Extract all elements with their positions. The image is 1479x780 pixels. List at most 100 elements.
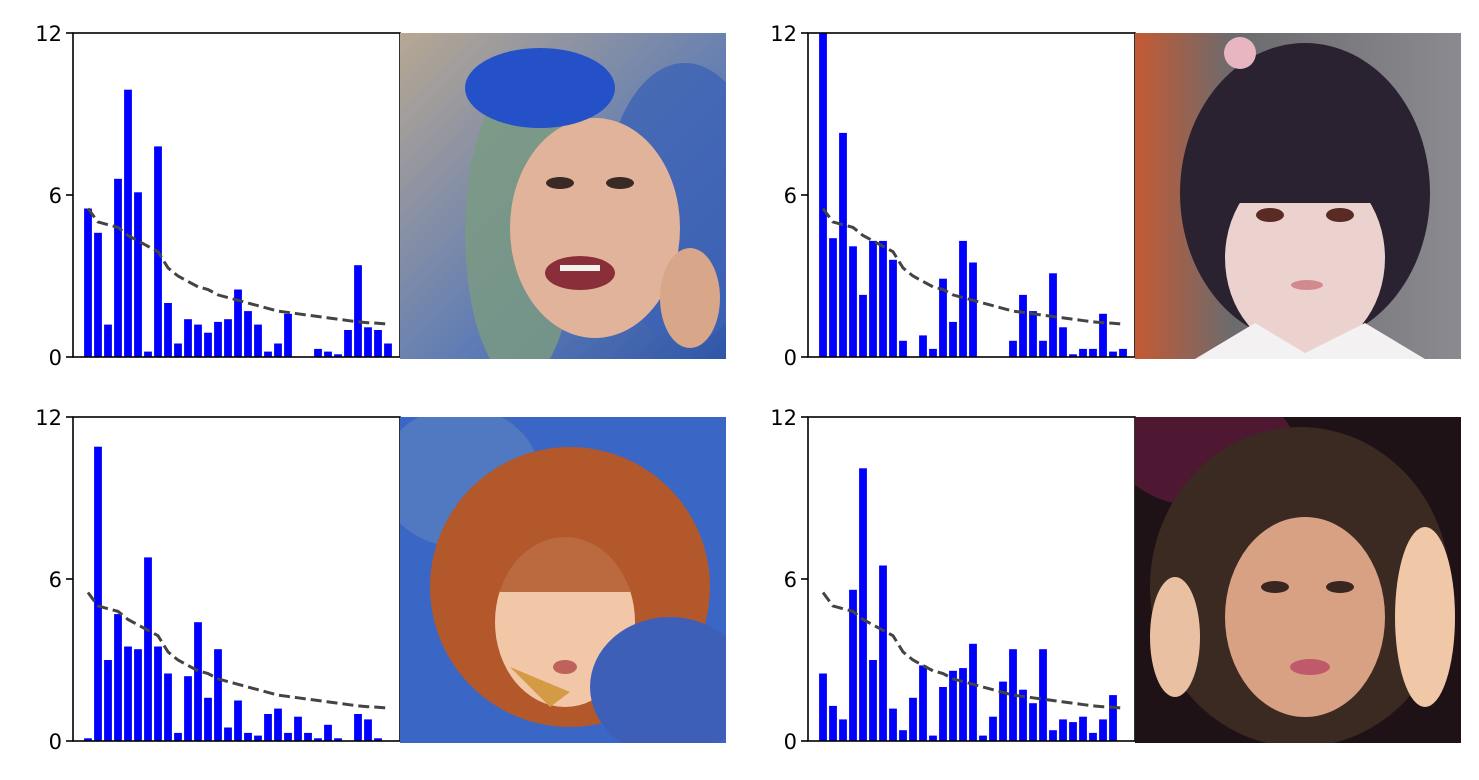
bar: [869, 660, 877, 741]
y-tick-label: 0: [784, 730, 797, 754]
bar: [294, 716, 302, 741]
bar: [879, 240, 887, 357]
bar: [174, 732, 182, 741]
bar: [144, 351, 152, 357]
y-tick-label: 12: [770, 406, 797, 430]
bar: [949, 670, 957, 741]
bar: [929, 348, 937, 357]
bar: [374, 738, 382, 741]
bar: [194, 324, 202, 357]
bar: [104, 324, 112, 357]
bar: [384, 343, 392, 357]
bar: [364, 719, 372, 741]
bar: [939, 278, 947, 357]
bar: [304, 732, 312, 741]
bar: [264, 714, 272, 741]
bar: [849, 589, 857, 741]
y-tick-label: 0: [784, 346, 797, 370]
bar: [939, 687, 947, 741]
y-tick-label: 12: [35, 22, 62, 46]
bar: [144, 557, 152, 741]
trend-line: [86, 591, 389, 710]
bar: [849, 246, 857, 357]
bar: [134, 192, 142, 357]
bar-chart-top-left: 0 6 12: [35, 22, 401, 370]
bar: [879, 565, 887, 741]
bar: [234, 289, 242, 357]
bar: [929, 735, 937, 741]
y-tick-label: 6: [784, 568, 797, 592]
bar: [969, 262, 977, 357]
bar: [999, 681, 1007, 741]
bar: [959, 668, 967, 741]
bar: [184, 319, 192, 357]
bar: [819, 33, 827, 357]
bar: [324, 351, 332, 357]
bar: [124, 646, 132, 741]
bar: [184, 676, 192, 741]
bar: [174, 343, 182, 357]
bar: [164, 303, 172, 357]
bar: [114, 614, 122, 741]
bar: [1089, 732, 1097, 741]
bar: [889, 259, 897, 357]
bar: [364, 327, 372, 357]
bar: [234, 700, 242, 741]
bar: [1029, 311, 1037, 357]
bar: [1019, 294, 1027, 357]
bar: [334, 354, 342, 357]
bar: [819, 673, 827, 741]
trend-line: [86, 207, 389, 326]
y-tick-label: 12: [770, 22, 797, 46]
bar: [94, 446, 102, 741]
bar: [344, 330, 352, 357]
bar: [1099, 719, 1107, 741]
bar: [154, 646, 162, 741]
bar: [829, 238, 837, 357]
bar: [374, 330, 382, 357]
face-photo-top-right: [1135, 33, 1461, 359]
bar: [104, 660, 112, 741]
bar: [959, 240, 967, 357]
bar: [334, 738, 342, 741]
bar: [1109, 351, 1117, 357]
bar: [949, 321, 957, 357]
bar: [254, 735, 262, 741]
bar: [134, 649, 142, 741]
bar: [1079, 348, 1087, 357]
bar: [224, 727, 232, 741]
bar: [1009, 649, 1017, 741]
y-tick-label: 12: [35, 406, 62, 430]
bar: [869, 240, 877, 357]
bar: [84, 738, 92, 741]
bar: [969, 643, 977, 741]
bar: [274, 708, 282, 741]
bar: [989, 716, 997, 741]
bar: [84, 208, 92, 357]
bar: [214, 649, 222, 741]
face-photo-bottom-right: [1135, 417, 1461, 743]
bar: [264, 351, 272, 357]
bar: [909, 697, 917, 741]
bar: [354, 265, 362, 357]
bar: [324, 724, 332, 741]
bar: [314, 348, 322, 357]
bar-chart-bottom-right: 0 6 12: [770, 406, 1136, 754]
bar: [1049, 730, 1057, 741]
bar: [284, 732, 292, 741]
bar: [859, 468, 867, 741]
bar: [899, 730, 907, 741]
y-tick-label: 6: [49, 568, 62, 592]
y-tick-label: 6: [49, 184, 62, 208]
bar-chart-bottom-left: 0 6 12: [35, 406, 401, 754]
bar: [1059, 719, 1067, 741]
bar: [1039, 649, 1047, 741]
bar: [274, 343, 282, 357]
bar: [244, 311, 252, 357]
bar: [859, 294, 867, 357]
y-tick-label: 6: [784, 184, 797, 208]
bar: [1079, 716, 1087, 741]
bar: [94, 232, 102, 357]
face-photo-top-left: [400, 33, 726, 359]
bar: [354, 714, 362, 741]
